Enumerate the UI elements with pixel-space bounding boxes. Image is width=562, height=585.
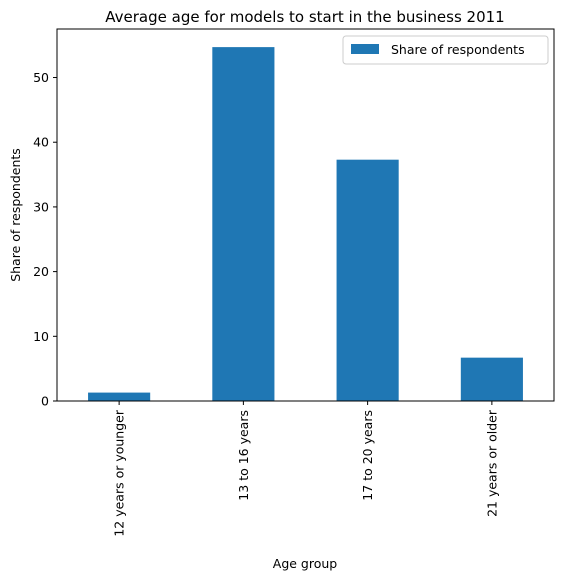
bar-2 (212, 47, 275, 402)
x-axis-ticks: 12 years or younger 13 to 16 years 17 to 2… (112, 401, 499, 537)
y-tick-label: 40 (33, 135, 49, 150)
bar-3 (336, 159, 399, 401)
y-axis-label: Share of respondents (8, 148, 23, 282)
x-tick-label: 17 to 20 years (360, 410, 375, 501)
x-axis-label: Age group (273, 556, 338, 571)
x-tick-label: 21 years or older (484, 409, 499, 517)
y-tick-label: 10 (33, 329, 49, 344)
plot-frame (56, 28, 555, 402)
legend: Share of respondents (342, 35, 549, 65)
y-tick-label: 20 (33, 264, 49, 279)
legend-label: Share of respondents (391, 42, 525, 57)
legend-swatch (351, 44, 379, 54)
y-tick-label: 50 (33, 70, 49, 85)
y-axis-ticks: 0 10 20 30 40 50 (33, 70, 57, 409)
legend-frame (342, 35, 549, 65)
x-tick-label: 13 to 16 years (236, 410, 251, 501)
x-tick-label: 12 years or younger (112, 409, 127, 537)
bars-layer (88, 47, 523, 402)
y-tick-label: 30 (33, 199, 49, 214)
chart-title: Average age for models to start in the b… (105, 8, 504, 26)
bar-1 (88, 392, 151, 401)
bar-4 (460, 357, 523, 401)
y-tick-label: 0 (41, 394, 49, 409)
